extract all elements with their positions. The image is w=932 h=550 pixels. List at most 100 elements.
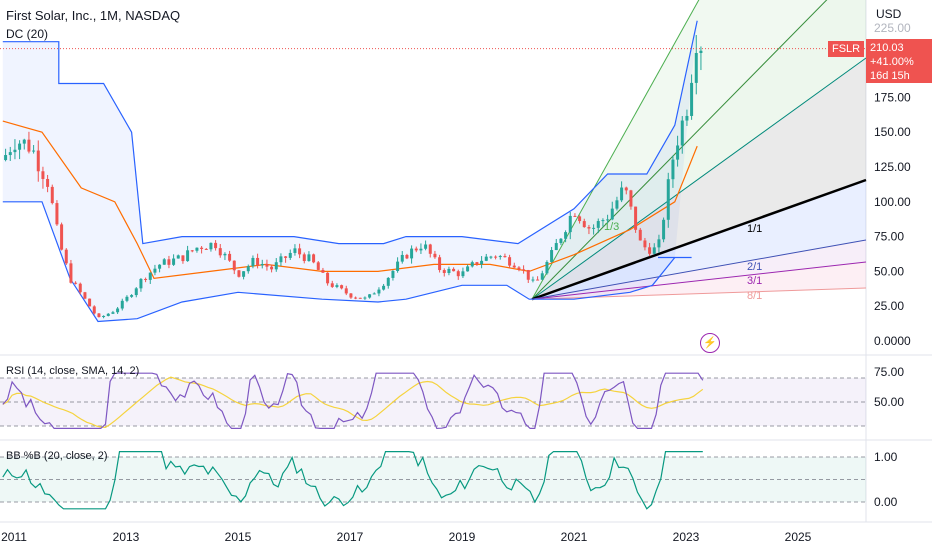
candle-body[interactable] <box>662 219 666 240</box>
candle-body[interactable] <box>284 256 288 258</box>
candle-body[interactable] <box>200 247 204 249</box>
candle-body[interactable] <box>270 266 274 270</box>
candle-body[interactable] <box>83 292 87 299</box>
gann-fan-line[interactable] <box>531 0 866 300</box>
candle-body[interactable] <box>680 120 684 146</box>
candle-body[interactable] <box>18 143 22 150</box>
candle-body[interactable] <box>36 150 40 172</box>
candle-body[interactable] <box>564 232 568 239</box>
candle-body[interactable] <box>587 227 591 229</box>
candle-body[interactable] <box>358 297 362 299</box>
currency-label[interactable]: USD <box>876 7 902 21</box>
candle-body[interactable] <box>335 285 339 287</box>
gann-fan[interactable]: 1/3 1/1 2/1 3/1 8/1 <box>531 0 867 302</box>
candle-body[interactable] <box>116 308 120 313</box>
candle-body[interactable] <box>400 254 404 262</box>
candle-body[interactable] <box>32 150 36 152</box>
candle-body[interactable] <box>74 282 78 284</box>
candle-body[interactable] <box>372 293 376 295</box>
candle-body[interactable] <box>629 190 633 207</box>
candle-body[interactable] <box>676 145 680 160</box>
candle-body[interactable] <box>223 253 227 256</box>
candle-body[interactable] <box>503 256 507 258</box>
candle-body[interactable] <box>601 220 605 222</box>
candle-body[interactable] <box>176 255 180 259</box>
candle-body[interactable] <box>172 258 176 265</box>
candle-body[interactable] <box>410 248 414 259</box>
candle-body[interactable] <box>158 264 162 269</box>
candle-body[interactable] <box>326 272 330 284</box>
candle-body[interactable] <box>60 224 64 250</box>
candle-body[interactable] <box>610 208 614 220</box>
candle-body[interactable] <box>251 257 255 267</box>
candle-body[interactable] <box>582 221 586 228</box>
candle-body[interactable] <box>162 259 166 265</box>
candle-body[interactable] <box>447 268 451 273</box>
candle-body[interactable] <box>209 242 213 250</box>
candle-body[interactable] <box>433 253 437 258</box>
candle-body[interactable] <box>382 285 386 290</box>
candle-body[interactable] <box>550 250 554 262</box>
candle-body[interactable] <box>470 262 474 267</box>
candle-body[interactable] <box>195 247 199 251</box>
gann-fan-line[interactable] <box>531 261 867 300</box>
candle-body[interactable] <box>517 267 521 270</box>
candle-body[interactable] <box>139 278 143 289</box>
candle-body[interactable] <box>652 247 656 254</box>
candle-body[interactable] <box>214 242 218 249</box>
candle-body[interactable] <box>4 155 8 161</box>
candle-body[interactable] <box>498 256 502 258</box>
candle-body[interactable] <box>685 115 689 121</box>
rsi-pane[interactable] <box>0 372 866 430</box>
candle-body[interactable] <box>377 289 381 294</box>
candle-body[interactable] <box>657 239 661 248</box>
candle-body[interactable] <box>293 248 297 253</box>
candle-body[interactable] <box>153 268 157 273</box>
candle-body[interactable] <box>232 260 236 271</box>
candle-body[interactable] <box>148 272 152 280</box>
candle-body[interactable] <box>190 250 194 252</box>
candle-body[interactable] <box>559 238 563 244</box>
candle-body[interactable] <box>428 244 432 254</box>
candle-body[interactable] <box>237 270 241 277</box>
time-axis[interactable]: 2011 2013 2015 2017 2019 2021 2023 2025 <box>1 530 812 544</box>
candle-body[interactable] <box>592 227 596 229</box>
candle-body[interactable] <box>340 285 344 289</box>
candle-body[interactable] <box>344 288 348 294</box>
candle-body[interactable] <box>134 288 138 296</box>
candles[interactable] <box>4 35 703 319</box>
candle-body[interactable] <box>531 279 535 281</box>
gann-fan-line[interactable] <box>531 178 867 301</box>
gann-fan-line[interactable] <box>531 57 867 300</box>
candle-body[interactable] <box>648 247 652 254</box>
candle-body[interactable] <box>106 313 110 316</box>
candle-body[interactable] <box>512 265 516 268</box>
candle-body[interactable] <box>615 200 619 209</box>
candle-body[interactable] <box>475 262 479 265</box>
candle-body[interactable] <box>573 215 577 217</box>
candle-body[interactable] <box>218 248 222 256</box>
donchian-legend[interactable]: DC (20) <box>6 27 49 41</box>
candle-body[interactable] <box>578 216 582 222</box>
candle-body[interactable] <box>228 253 232 261</box>
candle-body[interactable] <box>606 219 610 221</box>
candle-body[interactable] <box>666 179 670 220</box>
lightning-icon[interactable]: ⚡ <box>700 333 720 353</box>
candle-body[interactable] <box>55 203 59 225</box>
candle-body[interactable] <box>298 248 302 255</box>
candle-body[interactable] <box>419 248 423 251</box>
candle-body[interactable] <box>8 152 12 156</box>
candle-body[interactable] <box>634 206 638 230</box>
candle-body[interactable] <box>41 171 45 179</box>
candle-body[interactable] <box>690 82 694 116</box>
candle-body[interactable] <box>312 254 316 263</box>
candle-body[interactable] <box>167 259 171 265</box>
candle-body[interactable] <box>540 273 544 280</box>
candle-body[interactable] <box>522 269 526 271</box>
candle-body[interactable] <box>130 295 134 297</box>
candle-body[interactable] <box>508 257 512 266</box>
candle-body[interactable] <box>69 263 73 283</box>
candle-body[interactable] <box>484 256 488 261</box>
candle-body[interactable] <box>27 139 31 152</box>
